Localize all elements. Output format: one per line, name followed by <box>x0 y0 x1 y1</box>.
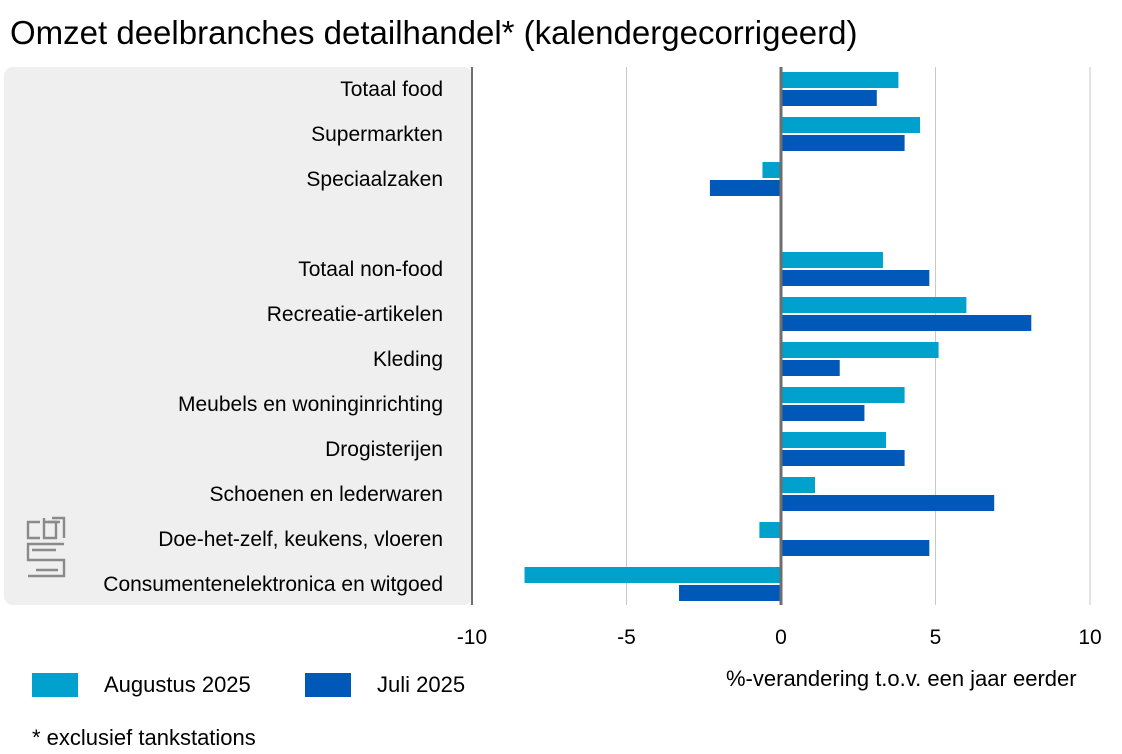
x-tick-label: 0 <box>775 626 787 649</box>
bars <box>524 72 1032 601</box>
bar <box>781 540 930 556</box>
bar <box>781 117 921 133</box>
bar <box>781 90 877 106</box>
legend-label-augustus: Augustus 2025 <box>104 672 251 697</box>
category-label: Schoenen en lederwaren <box>209 483 443 506</box>
bar <box>679 585 781 601</box>
bar <box>759 522 781 538</box>
bar <box>781 405 865 421</box>
category-label: Doe-het-zelf, keukens, vloeren <box>158 528 443 551</box>
category-label: Speciaalzaken <box>306 168 443 191</box>
category-label: Recreatie-artikelen <box>267 303 443 326</box>
gridlines <box>626 67 1091 605</box>
bar <box>781 387 905 403</box>
bar <box>781 135 905 151</box>
legend-swatch-augustus <box>32 673 78 697</box>
bar <box>781 477 815 493</box>
x-tick-label: -5 <box>617 626 636 649</box>
x-tick-label: 5 <box>930 626 942 649</box>
legend-item-juli: Juli 2025 <box>305 672 465 698</box>
bar <box>781 72 899 88</box>
legend-label-juli: Juli 2025 <box>377 672 466 697</box>
category-label: Consumentenelektronica en witgoed <box>103 573 443 596</box>
bar <box>709 180 781 196</box>
legend-swatch-juli <box>305 673 351 697</box>
bar <box>781 450 905 466</box>
category-label: Kleding <box>373 348 443 371</box>
legend-item-augustus: Augustus 2025 <box>32 672 251 698</box>
bar <box>781 432 887 448</box>
x-tick-label: 10 <box>1078 626 1101 649</box>
x-axis-label: %-verandering t.o.v. een jaar eerder <box>726 666 1077 691</box>
category-labels: Totaal food Supermarkten Speciaalzaken Tota… <box>103 78 443 596</box>
category-label: Totaal food <box>340 78 443 101</box>
bar <box>781 270 930 286</box>
category-label: Totaal non-food <box>298 258 443 281</box>
bar <box>781 360 840 376</box>
x-tick-labels: -10 -5 0 5 10 <box>457 626 1102 649</box>
bar <box>781 252 883 268</box>
footnote: * exclusief tankstations <box>32 725 256 750</box>
category-label: Drogisterijen <box>325 438 443 461</box>
chart-title: Omzet deelbranches detailhandel* (kalend… <box>10 14 858 51</box>
cbs-logo-icon <box>26 516 66 578</box>
bar <box>524 567 781 583</box>
bar <box>781 315 1032 331</box>
bar <box>781 297 967 313</box>
category-panel <box>4 67 472 605</box>
bar <box>781 495 995 511</box>
bar <box>781 342 939 358</box>
x-tick-label: -10 <box>457 626 487 649</box>
category-label: Meubels en woninginrichting <box>178 393 443 416</box>
bar <box>762 162 781 178</box>
category-label: Supermarkten <box>311 123 443 146</box>
